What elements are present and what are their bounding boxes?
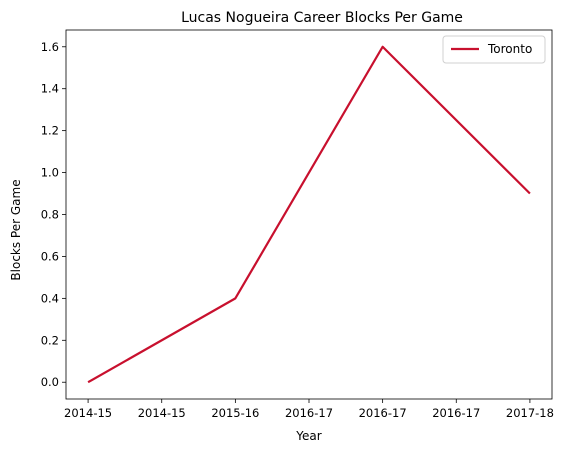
- x-tick-label: 2016-17: [432, 406, 480, 420]
- y-axis: 0.0 0.2 0.4 0.6 0.8 1.0 1.2 1.4 1.6: [41, 40, 66, 389]
- legend-box: [442, 35, 546, 64]
- legend-label: Toronto: [487, 42, 532, 56]
- chart-title: Lucas Nogueira Career Blocks Per Game: [181, 10, 463, 26]
- series-line-toronto: [87, 45, 531, 384]
- y-tick-label: 0.6: [41, 249, 59, 263]
- y-tick-label: 0.2: [41, 333, 59, 347]
- y-tick-label: 1.6: [41, 40, 59, 54]
- plot-frame: [65, 29, 553, 400]
- y-tick-label: 1.0: [41, 166, 59, 180]
- x-tick-label: 2014-15: [64, 406, 112, 420]
- x-tick-label: 2017-18: [506, 406, 554, 420]
- legend: Toronto: [442, 35, 546, 64]
- series-layer: [87, 45, 531, 384]
- x-tick-label: 2014-15: [138, 406, 186, 420]
- y-tick-label: 1.2: [41, 124, 59, 138]
- x-tick-label: 2015-16: [211, 406, 259, 420]
- y-tick-label: 0.4: [41, 291, 59, 305]
- x-tick-label: 2016-17: [359, 406, 407, 420]
- y-tick-label: 1.4: [41, 82, 59, 96]
- y-axis-label: Blocks Per Game: [9, 179, 23, 280]
- plot-area: [65, 29, 553, 400]
- x-axis-label: Year: [295, 429, 321, 443]
- y-tick-label: 0.0: [41, 375, 59, 389]
- x-axis: 2014-15 2014-15 2015-16 2016-17 2016-17 2016-…: [64, 399, 554, 420]
- y-tick-label: 0.8: [41, 208, 59, 222]
- x-tick-label: 2016-17: [285, 406, 333, 420]
